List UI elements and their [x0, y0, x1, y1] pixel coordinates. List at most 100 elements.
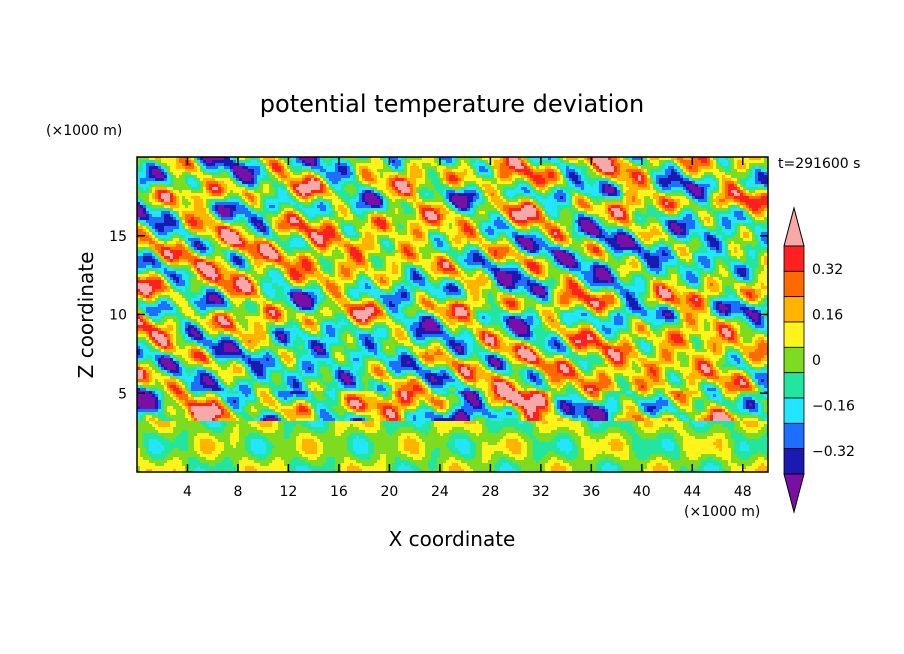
contour-cell [734, 190, 738, 194]
contour-cell [380, 202, 384, 206]
contour-cell [167, 160, 171, 164]
contour-cell [734, 169, 738, 173]
contour-cell [182, 175, 186, 179]
contour-cell [170, 163, 174, 167]
contour-cell [479, 217, 483, 221]
contour-cell [362, 217, 366, 221]
contour-cell [449, 169, 453, 173]
contour-cell [473, 202, 477, 206]
contour-cell [188, 199, 192, 203]
contour-cell [248, 187, 252, 191]
contour-cell [326, 214, 330, 218]
contour-cell [725, 220, 729, 224]
contour-cell [368, 169, 372, 173]
contour-cell [260, 211, 264, 215]
contour-cell [353, 196, 357, 200]
contour-cell [143, 163, 147, 167]
contour-cell [608, 199, 612, 203]
contour-cell [500, 193, 504, 197]
contour-cell [569, 220, 573, 224]
contour-cell [740, 169, 744, 173]
contour-cell [410, 193, 414, 197]
contour-cell [608, 172, 612, 176]
contour-cell [716, 217, 720, 221]
contour-cell [737, 202, 741, 206]
contour-cell [683, 223, 687, 227]
contour-cell [260, 205, 264, 209]
contour-cell [251, 193, 255, 197]
contour-cell [395, 211, 399, 215]
contour-cell [212, 160, 216, 164]
contour-cell [680, 205, 684, 209]
contour-cell [527, 196, 531, 200]
contour-cell [482, 211, 486, 215]
contour-cell [332, 220, 336, 224]
contour-cell [560, 160, 564, 164]
contour-cell [623, 178, 627, 182]
contour-cell [659, 217, 663, 221]
contour-cell [248, 196, 252, 200]
contour-cell [497, 196, 501, 200]
contour-cell [464, 196, 468, 200]
contour-cell [617, 193, 621, 197]
contour-cell [455, 226, 459, 230]
contour-cell [413, 211, 417, 215]
contour-cell [584, 181, 588, 185]
contour-cell [677, 166, 681, 170]
contour-cell [251, 175, 255, 179]
contour-cell [176, 208, 180, 212]
contour-cell [563, 181, 567, 185]
contour-cell [143, 187, 147, 191]
contour-cell [386, 187, 390, 191]
contour-cell [311, 172, 315, 176]
contour-cell [308, 169, 312, 173]
contour-cell [203, 178, 207, 182]
contour-cell [254, 223, 258, 227]
contour-cell [509, 163, 513, 167]
contour-cell [551, 190, 555, 194]
contour-cell [365, 169, 369, 173]
contour-cell [299, 199, 303, 203]
contour-cell [491, 211, 495, 215]
contour-cell [707, 214, 711, 218]
contour-cell [269, 196, 273, 200]
contour-cell [437, 178, 441, 182]
contour-cell [317, 187, 321, 191]
contour-cell [458, 217, 462, 221]
contour-cell [323, 223, 327, 227]
contour-cell [455, 181, 459, 185]
contour-cell [551, 196, 555, 200]
contour-cell [221, 178, 225, 182]
contour-cell [518, 181, 522, 185]
contour-cell [515, 214, 519, 218]
contour-cell [656, 160, 660, 164]
contour-cell [764, 175, 768, 179]
contour-cell [590, 220, 594, 224]
contour-cell [560, 178, 564, 182]
contour-cell [308, 202, 312, 206]
contour-cell [521, 190, 525, 194]
contour-cell [719, 175, 723, 179]
contour-cell [488, 205, 492, 209]
contour-cell [638, 196, 642, 200]
contour-cell [743, 178, 747, 182]
contour-cell [179, 187, 183, 191]
contour-cell [284, 220, 288, 224]
contour-cell [206, 187, 210, 191]
contour-cell [698, 223, 702, 227]
contour-cell [446, 214, 450, 218]
contour-cell [260, 196, 264, 200]
contour-cell [332, 166, 336, 170]
contour-cell [431, 208, 435, 212]
contour-cell [752, 184, 756, 188]
contour-cell [266, 214, 270, 218]
contour-cell [566, 196, 570, 200]
contour-cell [596, 202, 600, 206]
contour-cell [227, 214, 231, 218]
contour-cell [524, 208, 528, 212]
contour-cell [335, 214, 339, 218]
contour-cell [551, 211, 555, 215]
contour-cell [605, 187, 609, 191]
contour-cell [251, 220, 255, 224]
contour-cell [749, 163, 753, 167]
